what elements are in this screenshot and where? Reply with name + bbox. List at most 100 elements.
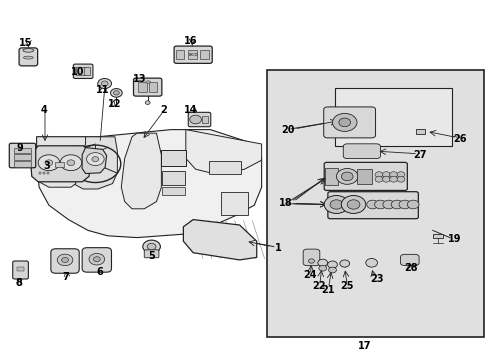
Text: 28: 28 [403,263,417,273]
Circle shape [61,257,68,262]
Text: 22: 22 [311,281,325,291]
Polygon shape [121,133,161,209]
Polygon shape [31,146,90,182]
Bar [138,82,146,92]
Circle shape [45,160,53,166]
FancyBboxPatch shape [188,112,210,127]
Text: 12: 12 [108,99,122,109]
Circle shape [374,176,382,182]
Circle shape [67,160,75,166]
FancyBboxPatch shape [51,249,79,273]
Circle shape [142,240,160,253]
Circle shape [89,159,101,168]
Circle shape [407,200,418,209]
Circle shape [86,153,104,166]
Circle shape [389,172,397,177]
Bar [161,150,185,166]
Circle shape [110,89,122,97]
Circle shape [366,200,378,209]
Bar [84,67,90,75]
Circle shape [308,259,314,263]
Ellipse shape [23,49,34,52]
FancyBboxPatch shape [400,254,418,266]
Bar [55,162,64,167]
Circle shape [113,91,119,95]
FancyBboxPatch shape [9,143,36,168]
Text: 19: 19 [447,234,461,244]
Text: 13: 13 [132,74,146,84]
Ellipse shape [145,81,150,83]
Circle shape [346,200,359,209]
Circle shape [396,176,404,182]
Circle shape [329,200,342,209]
Circle shape [89,253,104,265]
Text: 26: 26 [452,134,466,144]
Text: 11: 11 [96,85,109,95]
Text: 6: 6 [97,267,103,277]
Circle shape [365,258,377,267]
FancyBboxPatch shape [174,46,212,63]
Bar [14,154,31,160]
Text: 2: 2 [160,105,167,115]
FancyBboxPatch shape [343,144,380,158]
Bar [39,172,41,174]
Text: 9: 9 [16,143,23,153]
Polygon shape [183,220,256,260]
Bar [334,88,451,146]
Circle shape [382,172,389,177]
Text: 25: 25 [340,281,353,291]
Bar [14,161,31,167]
Circle shape [341,172,352,181]
Bar [325,168,337,184]
FancyBboxPatch shape [13,261,28,279]
Circle shape [324,195,348,213]
Bar [187,50,196,59]
Text: 4: 4 [41,105,47,115]
Circle shape [336,168,357,184]
Bar [175,50,184,59]
Circle shape [318,265,326,271]
Bar [76,67,85,75]
Circle shape [60,155,81,171]
Text: 8: 8 [15,278,22,288]
Bar [202,116,208,123]
Bar [209,161,240,174]
Bar [415,129,424,134]
Bar [432,234,442,238]
Circle shape [147,243,156,250]
Text: 27: 27 [412,150,426,160]
Bar [17,267,24,271]
Circle shape [389,176,397,182]
Circle shape [332,113,356,131]
Circle shape [101,81,108,86]
Bar [14,148,31,153]
Circle shape [382,176,389,182]
Bar [200,50,208,59]
Text: 1: 1 [275,243,282,253]
Circle shape [189,115,201,124]
FancyBboxPatch shape [73,64,93,78]
FancyBboxPatch shape [133,78,162,96]
Polygon shape [37,130,261,238]
Polygon shape [82,148,106,174]
Polygon shape [71,137,117,189]
Polygon shape [37,137,85,187]
Bar [221,192,247,215]
Circle shape [57,254,73,266]
FancyBboxPatch shape [327,192,417,219]
Text: 10: 10 [70,67,84,77]
Circle shape [398,200,410,209]
Circle shape [390,200,402,209]
Text: 16: 16 [183,36,197,46]
Bar [148,82,157,92]
Text: ECO: ECO [188,53,198,57]
Text: 17: 17 [357,341,370,351]
Circle shape [92,157,99,162]
Polygon shape [185,130,261,173]
Circle shape [93,257,100,262]
Circle shape [382,200,394,209]
Circle shape [339,260,349,267]
Text: 7: 7 [62,272,69,282]
Circle shape [328,267,336,273]
Bar [266,70,483,337]
